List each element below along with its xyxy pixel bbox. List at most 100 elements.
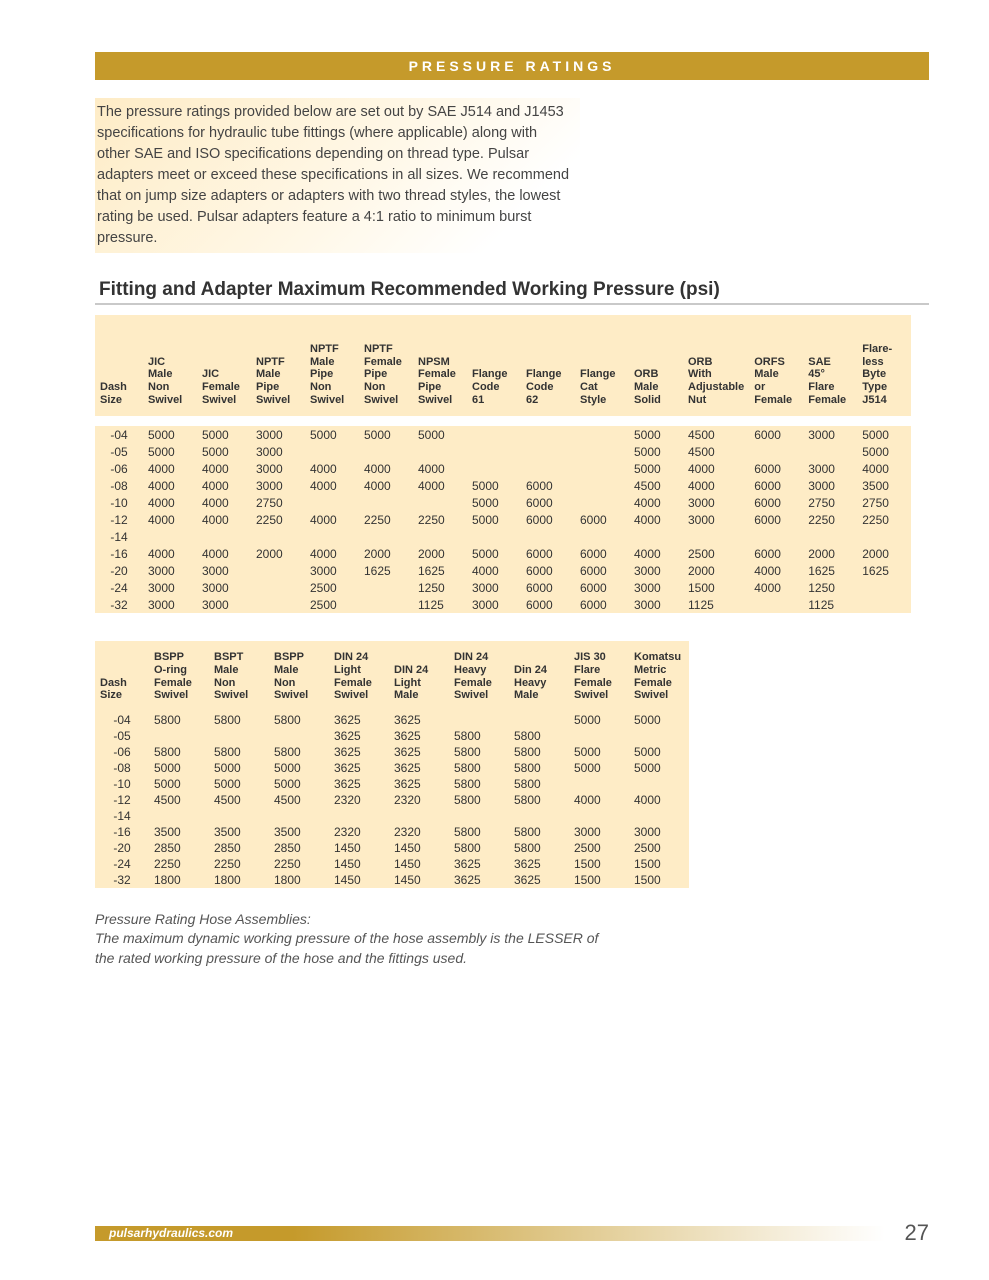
- table-cell: 2750: [803, 494, 857, 511]
- table-cell: 6000: [521, 562, 575, 579]
- table-cell: 3000: [803, 477, 857, 494]
- table-cell: 5800: [449, 824, 509, 840]
- table-cell: 5800: [209, 744, 269, 760]
- table-cell: [569, 776, 629, 792]
- table-cell: 5800: [449, 728, 509, 744]
- table-cell: [359, 494, 413, 511]
- table-cell: -20: [95, 562, 143, 579]
- table-cell: 6000: [749, 494, 803, 511]
- table-cell: 2250: [413, 511, 467, 528]
- table-row: -16350035003500232023205800580030003000: [95, 824, 689, 840]
- table-cell: 1500: [569, 856, 629, 872]
- table-cell: 2000: [413, 545, 467, 562]
- table-cell: [467, 460, 521, 477]
- table-cell: 2000: [359, 545, 413, 562]
- table-cell: 3625: [449, 872, 509, 888]
- column-header: DIN 24LightFemaleSwivel: [329, 641, 389, 712]
- column-header: FlangeCatStyle: [575, 315, 629, 416]
- table-cell: [575, 528, 629, 545]
- table-cell: [569, 808, 629, 824]
- table-cell: 4000: [413, 477, 467, 494]
- table-cell: -10: [95, 776, 149, 792]
- table-cell: 6000: [749, 460, 803, 477]
- table-cell: 4500: [269, 792, 329, 808]
- table-cell: [359, 596, 413, 613]
- table-cell: [449, 712, 509, 728]
- table-cell: 5800: [449, 744, 509, 760]
- table-row: -104000400027505000600040003000600027502…: [95, 494, 911, 511]
- table-cell: 4000: [857, 460, 911, 477]
- table-cell: 6000: [575, 545, 629, 562]
- table-cell: 4500: [683, 426, 749, 443]
- column-header: BSPPMaleNonSwivel: [269, 641, 329, 712]
- table-cell: 3625: [329, 728, 389, 744]
- table-cell: 1450: [389, 872, 449, 888]
- table-cell: [209, 728, 269, 744]
- table-cell: 1625: [857, 562, 911, 579]
- note: Pressure Rating Hose Assemblies: The max…: [95, 910, 615, 969]
- table-cell: [389, 808, 449, 824]
- table-cell: 5000: [197, 426, 251, 443]
- column-header: DashSize: [95, 315, 143, 416]
- table-cell: [857, 528, 911, 545]
- column-header: SAE45°FlareFemale: [803, 315, 857, 416]
- table-cell: 6000: [521, 511, 575, 528]
- table-cell: 5000: [149, 776, 209, 792]
- table-cell: -32: [95, 872, 149, 888]
- table-cell: -12: [95, 792, 149, 808]
- table-cell: [305, 494, 359, 511]
- table-cell: 5000: [149, 760, 209, 776]
- table-cell: 4000: [749, 562, 803, 579]
- table-cell: 3000: [629, 579, 683, 596]
- table-cell: 3000: [251, 477, 305, 494]
- table-row: -08500050005000362536255800580050005000: [95, 760, 689, 776]
- table-cell: 2850: [149, 840, 209, 856]
- table-cell: 2320: [389, 824, 449, 840]
- table-cell: [413, 443, 467, 460]
- footer: pulsarhydraulics.com 27: [95, 1220, 929, 1246]
- column-header: BSPTMaleNonSwivel: [209, 641, 269, 712]
- table-cell: -10: [95, 494, 143, 511]
- table-cell: 3000: [803, 426, 857, 443]
- table-cell: 5000: [629, 460, 683, 477]
- column-header: ORFSMaleorFemale: [749, 315, 803, 416]
- table-cell: -24: [95, 579, 143, 596]
- table-cell: 4000: [629, 494, 683, 511]
- table-row: -053625362558005800: [95, 728, 689, 744]
- section-title: Fitting and Adapter Maximum Recommended …: [95, 279, 929, 305]
- table-cell: [857, 596, 911, 613]
- table-cell: 5800: [509, 792, 569, 808]
- table-row: -14: [95, 528, 911, 545]
- table-cell: [359, 579, 413, 596]
- table-cell: 1250: [803, 579, 857, 596]
- table-cell: 4000: [143, 477, 197, 494]
- table-cell: 4500: [209, 792, 269, 808]
- table-cell: [569, 728, 629, 744]
- table-cell: 2500: [569, 840, 629, 856]
- table-cell: 5800: [509, 744, 569, 760]
- table-cell: [803, 528, 857, 545]
- table-cell: [449, 808, 509, 824]
- table-cell: -04: [95, 426, 143, 443]
- table-cell: [197, 528, 251, 545]
- table-cell: -14: [95, 528, 143, 545]
- table-cell: 3000: [629, 824, 689, 840]
- table-cell: [329, 808, 389, 824]
- table-cell: 3500: [149, 824, 209, 840]
- table-cell: [509, 808, 569, 824]
- table-cell: 4500: [149, 792, 209, 808]
- table-cell: 4000: [197, 511, 251, 528]
- table-cell: 3625: [449, 856, 509, 872]
- table-cell: 4000: [413, 460, 467, 477]
- table-cell: 2000: [683, 562, 749, 579]
- column-header: NPSMFemalePipeSwivel: [413, 315, 467, 416]
- table-cell: 3625: [329, 776, 389, 792]
- table-cell: 5800: [509, 824, 569, 840]
- table-cell: 3625: [509, 872, 569, 888]
- table-cell: 5800: [509, 840, 569, 856]
- table-cell: 2500: [629, 840, 689, 856]
- table-cell: 4000: [629, 511, 683, 528]
- column-header: NPTFMalePipeSwivel: [251, 315, 305, 416]
- table-cell: 5000: [467, 511, 521, 528]
- table-cell: 4000: [305, 545, 359, 562]
